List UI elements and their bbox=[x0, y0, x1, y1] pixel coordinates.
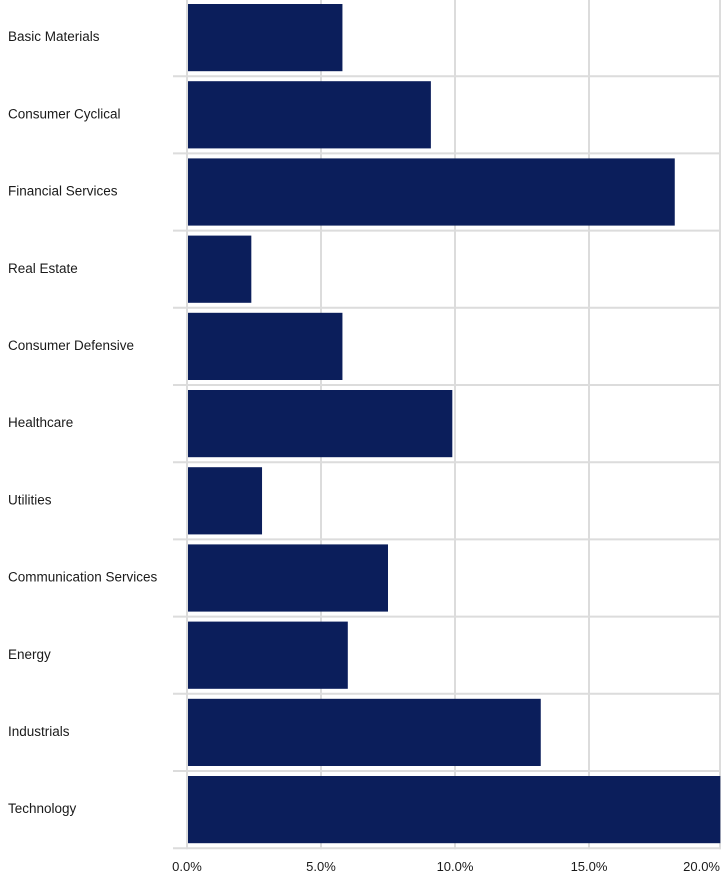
x-tick-label: 10.0% bbox=[437, 859, 474, 874]
bar bbox=[188, 621, 348, 689]
x-tick-label: 20.0% bbox=[683, 859, 720, 874]
x-tick-label: 5.0% bbox=[306, 859, 336, 874]
category-label: Technology bbox=[8, 801, 77, 816]
category-label: Financial Services bbox=[8, 184, 118, 199]
x-axis-ticks: 0.0% 5.0% 10.0% 15.0% 20.0% bbox=[172, 859, 720, 874]
x-tick-label: 0.0% bbox=[172, 859, 202, 874]
bar bbox=[188, 235, 252, 303]
x-tick-label: 15.0% bbox=[571, 859, 608, 874]
bars bbox=[188, 4, 721, 844]
bar bbox=[188, 544, 388, 612]
category-label: Energy bbox=[8, 647, 51, 662]
category-label: Healthcare bbox=[8, 415, 73, 430]
bar bbox=[188, 158, 675, 226]
category-labels: Basic Materials Consumer Cyclical Financia… bbox=[8, 29, 158, 816]
category-label: Communication Services bbox=[8, 570, 158, 585]
category-label: Utilities bbox=[8, 492, 52, 507]
category-label: Consumer Defensive bbox=[8, 338, 134, 353]
bar bbox=[188, 698, 541, 766]
bar bbox=[188, 312, 343, 380]
category-label: Consumer Cyclical bbox=[8, 106, 121, 121]
category-label: Basic Materials bbox=[8, 29, 100, 44]
category-label: Industrials bbox=[8, 724, 70, 739]
bar bbox=[188, 390, 453, 458]
bar bbox=[188, 776, 721, 844]
bar bbox=[188, 4, 343, 72]
category-label: Real Estate bbox=[8, 261, 78, 276]
bar bbox=[188, 467, 263, 535]
bar bbox=[188, 81, 431, 149]
row-separators bbox=[173, 75, 721, 850]
